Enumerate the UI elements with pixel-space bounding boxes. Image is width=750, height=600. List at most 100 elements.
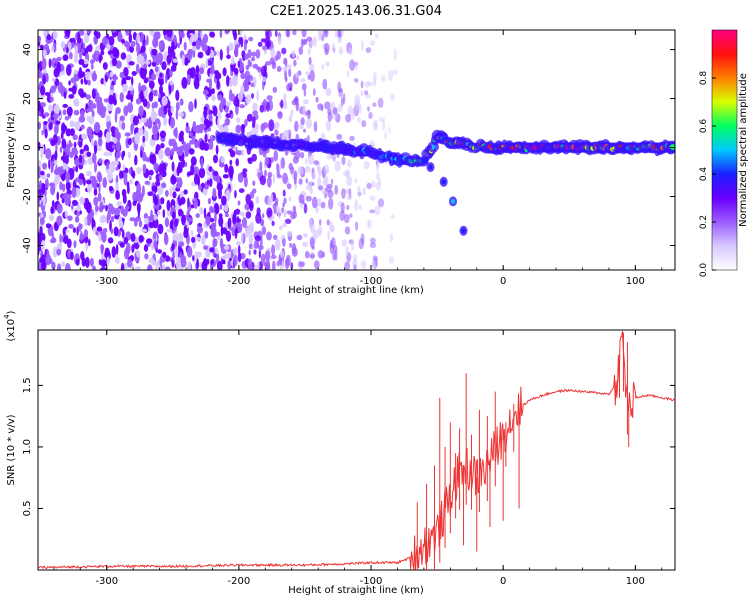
noise-blob xyxy=(345,113,352,123)
noise-blob xyxy=(62,103,68,108)
noise-blob xyxy=(144,253,149,260)
noise-blob xyxy=(59,146,63,153)
snr-noise-spikes xyxy=(416,332,630,570)
noise-blob xyxy=(257,261,260,269)
noise-blob xyxy=(192,50,196,58)
noise-blob xyxy=(365,94,371,99)
noise-blob xyxy=(198,167,206,179)
noise-blob xyxy=(165,189,169,197)
noise-blob xyxy=(115,60,122,69)
noise-blob xyxy=(188,101,194,113)
noise-blob xyxy=(296,234,303,241)
noise-blob xyxy=(252,102,258,112)
noise-blob xyxy=(231,75,238,87)
noise-blob xyxy=(217,117,220,129)
noise-blob xyxy=(61,138,67,149)
noise-blob xyxy=(345,169,351,180)
noise-blob xyxy=(56,263,62,270)
noise-blob xyxy=(70,251,74,261)
noise-blob xyxy=(325,186,332,193)
noise-blob xyxy=(105,114,111,122)
noise-blob xyxy=(236,150,243,156)
noise-blob xyxy=(377,97,384,108)
noise-blob xyxy=(259,104,265,113)
noise-blob xyxy=(170,105,174,114)
noise-blob xyxy=(220,225,224,237)
noise-blob xyxy=(88,238,91,247)
noise-blob xyxy=(209,178,213,188)
noise-blob xyxy=(138,220,143,228)
noise-blob xyxy=(172,58,178,63)
figure-title: C2E1.2025.143.06.31.G04 xyxy=(270,4,442,19)
noise-blob xyxy=(239,66,244,72)
noise-blob xyxy=(61,124,68,131)
noise-blob xyxy=(306,117,312,129)
noise-blob xyxy=(259,175,267,186)
noise-blob xyxy=(222,259,226,265)
noise-blob xyxy=(93,144,98,155)
noise-blob xyxy=(42,74,46,85)
noise-blob xyxy=(92,103,97,109)
noise-blob xyxy=(267,196,273,207)
noise-blob xyxy=(142,163,147,174)
noise-blob xyxy=(241,232,244,244)
snr-panel: -300 -200 -100 0 100 0.5 1.0 1.5 Height of str… xyxy=(3,310,676,596)
noise-blob xyxy=(166,30,173,38)
noise-blob xyxy=(80,48,85,54)
noise-blob xyxy=(120,52,127,60)
noise-blob xyxy=(228,42,234,51)
noise-blob xyxy=(74,45,78,55)
colorbar-tick-label: 0.8 xyxy=(699,71,709,86)
noise-blob xyxy=(191,236,196,243)
noise-blob xyxy=(376,171,380,181)
noise-blob xyxy=(195,65,200,74)
noise-blob xyxy=(209,77,212,90)
noise-blob xyxy=(332,107,338,115)
noise-blob xyxy=(372,102,377,107)
noise-blob xyxy=(282,238,286,247)
noise-blob xyxy=(91,72,98,82)
noise-blob xyxy=(179,130,184,137)
noise-blob xyxy=(387,69,393,82)
noise-blob xyxy=(152,112,158,118)
noise-blob xyxy=(301,30,307,38)
noise-blob xyxy=(202,187,208,196)
noise-blob xyxy=(151,48,158,56)
noise-blob xyxy=(66,106,73,117)
noise-blob xyxy=(222,67,227,77)
noise-blob xyxy=(102,36,108,46)
noise-blob xyxy=(143,213,148,220)
noise-blob xyxy=(135,190,142,200)
noise-blob xyxy=(334,184,339,195)
noise-blob xyxy=(149,214,156,222)
noise-blob xyxy=(38,166,41,178)
noise-blob xyxy=(138,105,144,117)
noise-blob xyxy=(94,49,100,61)
noise-blob xyxy=(49,96,54,103)
noise-blob xyxy=(56,61,61,74)
noise-blob xyxy=(211,207,216,214)
noise-blob xyxy=(155,150,158,155)
noise-blob xyxy=(159,130,166,139)
noise-blob xyxy=(42,162,48,170)
noise-blob xyxy=(88,99,94,112)
noise-blob xyxy=(338,103,343,113)
noise-blob xyxy=(199,140,206,151)
noise-blob xyxy=(64,263,71,270)
noise-blob xyxy=(77,72,85,78)
noise-blob xyxy=(87,44,93,52)
noise-blob xyxy=(361,120,367,128)
snr-y-ticks: 0.5 1.0 1.5 xyxy=(22,377,675,516)
noise-blob xyxy=(115,255,120,264)
noise-blob xyxy=(195,124,202,134)
noise-blob xyxy=(152,233,157,240)
noise-blob xyxy=(48,104,53,113)
y-tick-label: 0.5 xyxy=(22,501,33,517)
noise-blob xyxy=(155,180,161,187)
noise-blob xyxy=(304,165,311,173)
noise-blob xyxy=(352,108,355,121)
noise-blob xyxy=(65,128,72,137)
noise-blob xyxy=(97,174,103,183)
noise-blob xyxy=(264,169,267,177)
noise-blob xyxy=(59,181,63,191)
